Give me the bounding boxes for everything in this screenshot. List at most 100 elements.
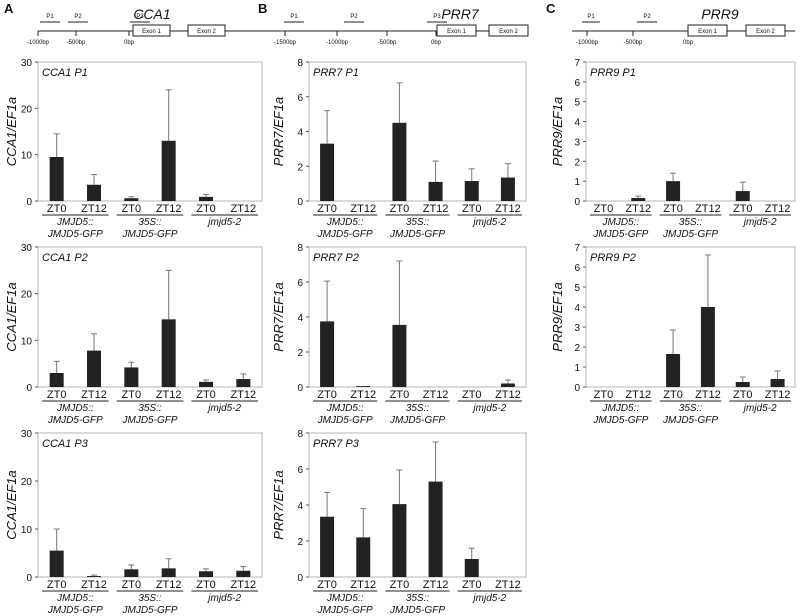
x-tick-label: ZT0 xyxy=(47,579,67,591)
x-tick-label: ZT12 xyxy=(625,203,651,215)
group-label-line1: JMJD5:: xyxy=(601,217,639,228)
primer-label: P2 xyxy=(74,14,82,20)
chart-cca1-p2: CCA1 P2 CCA1/EF1a 0 10 20 30 ZT0 ZT12 ZT0 ZT12 ZT0… xyxy=(4,243,263,426)
chart-title: CCA1 P3 xyxy=(42,438,89,450)
group-label-line1: jmjd5-2 xyxy=(471,403,506,414)
exon-box xyxy=(687,24,728,37)
bar xyxy=(392,324,407,387)
plot-frame xyxy=(308,432,527,578)
bar xyxy=(500,177,515,201)
chart-title: PRR7 P2 xyxy=(313,252,359,264)
x-tick-label: ZT0 xyxy=(196,203,216,215)
y-tick-label: 6 xyxy=(297,93,303,104)
bar xyxy=(199,196,213,201)
x-tick-label: ZT0 xyxy=(317,579,337,591)
x-tick-label: ZT0 xyxy=(47,203,67,215)
x-tick-label: ZT12 xyxy=(765,389,791,401)
x-tick-label: ZT12 xyxy=(230,579,256,591)
primer-label: P1 xyxy=(587,14,595,20)
bar xyxy=(49,156,64,201)
bar xyxy=(356,537,371,577)
chart-prr7-p1: PRR7 P1 PRR7/EF1a 0 2 4 6 8 ZT0 ZT12 ZT0 ZT12 ZT0 ZT… xyxy=(271,58,527,240)
group-label-line1: jmjd5-2 xyxy=(471,217,506,228)
chart-cca1-p1: CCA1 P1 CCA1/EF1a 0 10 20 30 ZT0 ZT12 ZT0 ZT12 ZT0… xyxy=(4,58,263,240)
position-label: -500bp xyxy=(378,40,397,46)
group-label-line1: 35S:: xyxy=(138,217,162,228)
bar xyxy=(770,379,785,387)
exon-box xyxy=(488,24,529,37)
y-tick-label: 10 xyxy=(21,336,33,347)
x-tick-label: ZT0 xyxy=(390,579,410,591)
exon-box xyxy=(132,24,171,37)
exon-label: Exon 2 xyxy=(197,29,216,35)
group-label-line1: jmjd5-2 xyxy=(206,403,241,414)
x-tick-label: ZT12 xyxy=(230,389,256,401)
y-tick-label: 0 xyxy=(574,197,580,208)
plot-frame xyxy=(37,432,263,578)
x-tick-label: ZT12 xyxy=(350,203,376,215)
plot-frame xyxy=(37,246,263,388)
y-tick-label: 6 xyxy=(574,78,580,89)
y-axis-label: PRR9/EF1a xyxy=(550,97,565,166)
bar xyxy=(356,386,371,387)
y-tick-label: 4 xyxy=(297,128,303,139)
x-tick-label: ZT12 xyxy=(156,389,182,401)
x-tick-label: ZT0 xyxy=(663,389,683,401)
y-axis-label: CCA1/EF1a xyxy=(4,282,19,351)
exon-box xyxy=(436,24,477,37)
x-tick-label: ZT12 xyxy=(495,389,521,401)
bar xyxy=(735,382,750,387)
position-label: -1000bp xyxy=(326,40,349,46)
x-tick-label: ZT12 xyxy=(695,389,721,401)
chart-title: CCA1 P2 xyxy=(42,252,88,264)
exon-box xyxy=(745,24,786,37)
x-tick-label: ZT12 xyxy=(423,389,449,401)
bar xyxy=(735,191,750,201)
chart-prr7-p2: PRR7 P2 PRR7/EF1a 0 2 4 6 8 ZT0 ZT12 ZT0 ZT12 ZT0 ZT… xyxy=(271,243,527,426)
x-tick-label: ZT0 xyxy=(196,579,216,591)
bar xyxy=(320,321,335,387)
x-tick-label: ZT12 xyxy=(495,579,521,591)
bar xyxy=(428,181,443,201)
plot-frame xyxy=(585,61,796,202)
bar xyxy=(49,373,64,387)
x-tick-label: ZT0 xyxy=(390,203,410,215)
group-label-line2: JMJD5-GFP xyxy=(389,605,445,616)
bar xyxy=(428,481,443,577)
chart-title: PRR9 P2 xyxy=(590,252,636,264)
x-tick-label: ZT0 xyxy=(122,203,142,215)
y-tick-label: 8 xyxy=(297,429,303,440)
group-label-line2: JMJD5-GFP xyxy=(122,415,178,426)
bar xyxy=(392,122,407,201)
group-label-line2: JMJD5-GFP xyxy=(47,605,103,616)
group-label-line1: jmjd5-2 xyxy=(471,593,506,604)
chart-prr7-p3: PRR7 P3 PRR7/EF1a 0 2 4 6 8 ZT0 ZT12 ZT0 ZT12 ZT0 ZT… xyxy=(271,429,527,616)
y-tick-label: 3 xyxy=(574,137,580,148)
chart-title: PRR7 P3 xyxy=(313,438,360,450)
gene-diagram-prr7: B PRR7 P1 P2 P3 -1500bp -1000bp -500bp 0bp Exon 1… xyxy=(258,1,529,46)
gene-name: PRR9 xyxy=(701,6,739,22)
panel-letter: B xyxy=(258,1,267,16)
primer-label: P1 xyxy=(46,14,54,20)
bar xyxy=(49,550,64,577)
x-tick-label: ZT0 xyxy=(663,203,683,215)
bar xyxy=(392,504,407,577)
group-label-line1: JMJD5:: xyxy=(326,593,364,604)
bar xyxy=(464,559,479,577)
x-tick-label: ZT12 xyxy=(495,203,521,215)
group-label-line2: JMJD5-GFP xyxy=(592,415,648,426)
x-tick-label: ZT12 xyxy=(156,203,182,215)
x-tick-label: ZT12 xyxy=(81,579,107,591)
group-label-line1: jmjd5-2 xyxy=(206,217,241,228)
group-label-line1: 35S:: xyxy=(138,403,162,414)
group-label-line1: JMJD5:: xyxy=(56,593,94,604)
x-tick-label: ZT0 xyxy=(317,203,337,215)
group-label-line1: 35S:: xyxy=(406,217,430,228)
y-tick-label: 2 xyxy=(297,162,303,173)
group-label-line2: JMJD5-GFP xyxy=(122,229,178,240)
chart-cca1-p3: CCA1 P3 CCA1/EF1a 0 10 20 30 ZT0 ZT12 ZT0 ZT12 ZT0… xyxy=(4,429,263,616)
x-tick-label: ZT0 xyxy=(594,203,614,215)
x-tick-label: ZT12 xyxy=(423,203,449,215)
position-label: -1000bp xyxy=(27,40,50,46)
x-tick-label: ZT0 xyxy=(462,579,482,591)
